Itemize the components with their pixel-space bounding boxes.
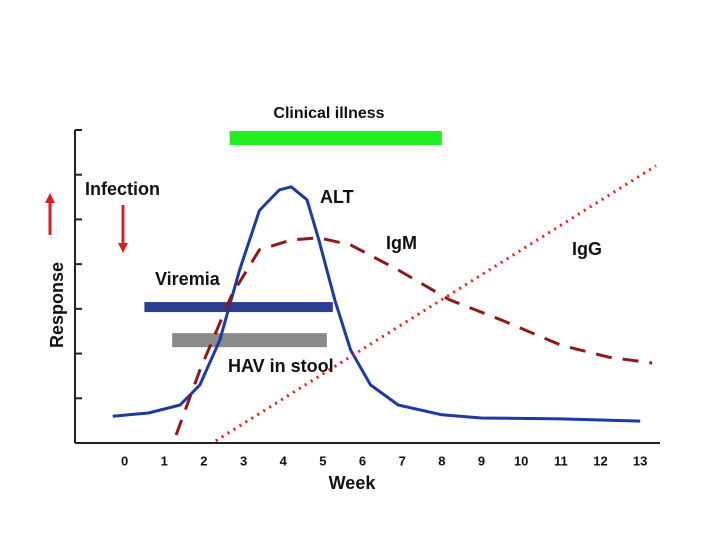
y-axis-label: Response (47, 262, 67, 348)
series-label: IgG (572, 239, 602, 259)
x-tick-label: 5 (319, 453, 326, 468)
x-tick-label: 11 (554, 453, 568, 468)
x-tick-label: 10 (514, 453, 528, 468)
series-label: IgM (386, 233, 417, 253)
x-tick-label: 2 (200, 453, 207, 468)
range-label: Viremia (155, 269, 221, 289)
range-bar (172, 333, 327, 348)
x-axis-label: Week (329, 473, 377, 493)
range-bar (144, 302, 333, 313)
range-bar (229, 131, 442, 146)
line (174, 236, 653, 436)
line (112, 185, 641, 423)
series-label: ALT (320, 187, 354, 207)
annotation: Infection (85, 179, 160, 199)
x-tick-label: 13 (633, 453, 647, 468)
range-label: Clinical illness (273, 105, 384, 122)
x-tick-label: 6 (359, 453, 366, 468)
x-tick-label: 1 (161, 453, 168, 468)
x-tick-label: 8 (438, 453, 445, 468)
x-tick-label: 7 (399, 453, 406, 468)
x-tick-label: 0 (121, 453, 128, 468)
x-tick-label: 9 (478, 453, 485, 468)
range-label: HAV in stool (228, 356, 334, 376)
line (215, 164, 657, 443)
x-tick-label: 12 (593, 453, 607, 468)
x-tick-label: 3 (240, 453, 247, 468)
x-tick-label: 4 (280, 453, 288, 468)
